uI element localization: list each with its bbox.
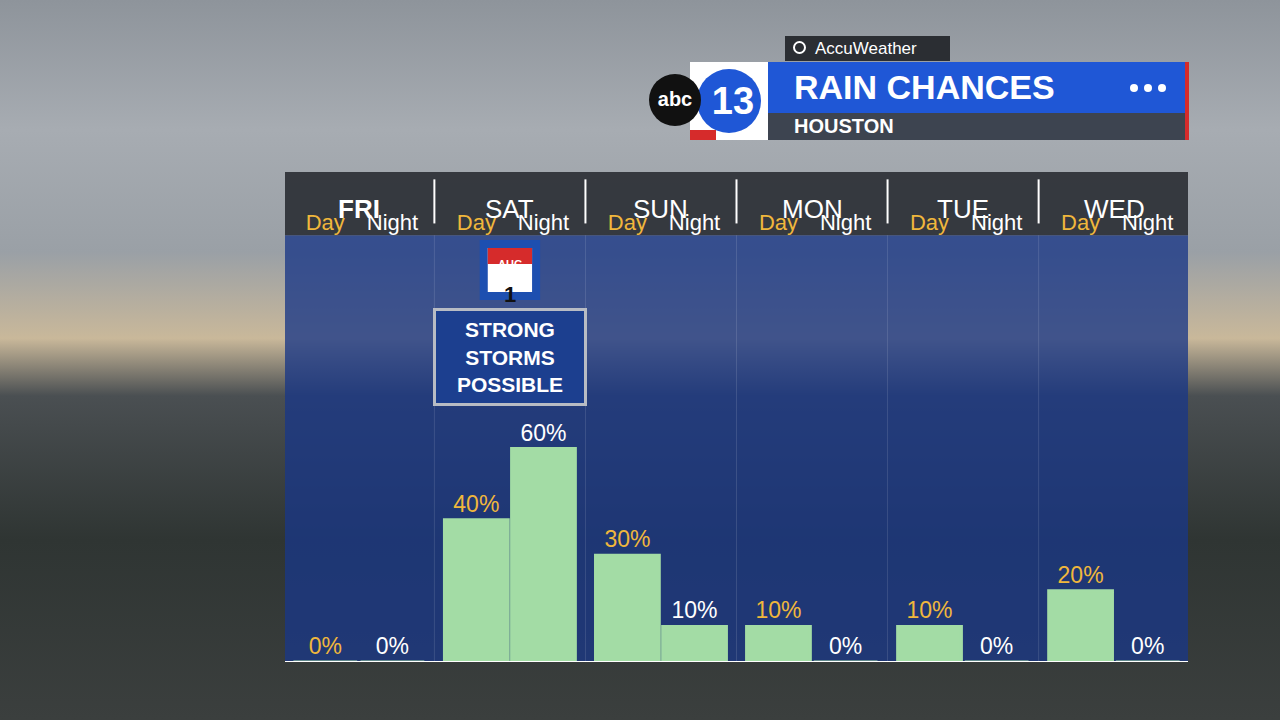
svg-text:40%: 40% bbox=[453, 491, 499, 517]
svg-text:10%: 10% bbox=[672, 597, 718, 623]
html-text:13: 13 bbox=[711, 80, 755, 122]
svg-text:FRI: FRI bbox=[338, 194, 380, 224]
html-text:HOUSTON: HOUSTON bbox=[794, 115, 894, 137]
svg-text:Night: Night bbox=[367, 210, 418, 235]
svg-text:Day: Day bbox=[1061, 210, 1100, 235]
svg-text:1: 1 bbox=[504, 282, 516, 307]
svg-text:SUN: SUN bbox=[633, 194, 688, 224]
html-text:AccuWeather: AccuWeather bbox=[815, 39, 917, 58]
svg-text:0%: 0% bbox=[1131, 633, 1164, 659]
svg-text:Night: Night bbox=[518, 210, 569, 235]
svg-text:TUE: TUE bbox=[937, 194, 989, 224]
svg-text:Night: Night bbox=[820, 210, 871, 235]
svg-text:0%: 0% bbox=[980, 633, 1013, 659]
svg-text:Day: Day bbox=[306, 210, 345, 235]
svg-text:Night: Night bbox=[669, 210, 720, 235]
svg-text:Day: Day bbox=[910, 210, 949, 235]
svg-text:Day: Day bbox=[759, 210, 798, 235]
svg-text:WED: WED bbox=[1084, 194, 1145, 224]
svg-text:0%: 0% bbox=[309, 633, 342, 659]
svg-text:10%: 10% bbox=[755, 597, 801, 623]
svg-text:0%: 0% bbox=[829, 633, 862, 659]
html-text:abc: abc bbox=[657, 88, 693, 110]
svg-text:20%: 20% bbox=[1058, 562, 1104, 588]
svg-text:0%: 0% bbox=[376, 633, 409, 659]
svg-text:30%: 30% bbox=[604, 526, 650, 552]
svg-text:Day: Day bbox=[608, 210, 647, 235]
svg-text:10%: 10% bbox=[906, 597, 952, 623]
svg-text:STRONGSTORMSPOSSIBLE: STRONGSTORMSPOSSIBLE bbox=[457, 318, 563, 396]
svg-text:60%: 60% bbox=[520, 420, 566, 446]
svg-text:Night: Night bbox=[1122, 210, 1173, 235]
svg-text:Day: Day bbox=[457, 210, 496, 235]
html-text:RAIN CHANCES: RAIN CHANCES bbox=[794, 68, 1055, 106]
svg-text:AUG: AUG bbox=[498, 258, 522, 270]
svg-text:SAT: SAT bbox=[485, 194, 534, 224]
svg-text:Night: Night bbox=[971, 210, 1022, 235]
svg-text:MON: MON bbox=[782, 194, 843, 224]
